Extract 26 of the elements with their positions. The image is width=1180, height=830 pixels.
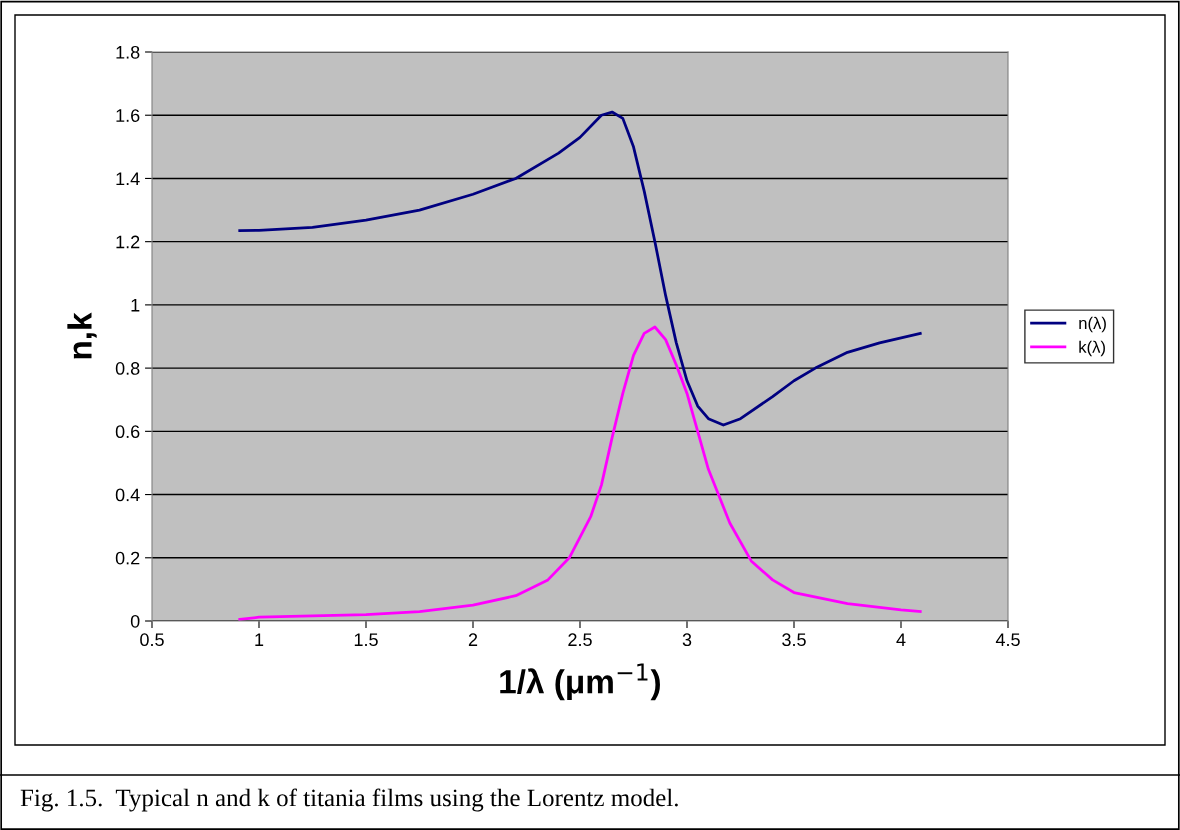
y-tick-label: 0.2 bbox=[115, 551, 140, 565]
y-tick-label: 1.6 bbox=[116, 109, 140, 122]
x-tick-label: 1.5 bbox=[354, 633, 378, 647]
y-tick-label: 0.8 bbox=[115, 362, 140, 375]
x-tick-label: 4 bbox=[896, 633, 906, 646]
y-tick-label: 1.8 bbox=[116, 45, 140, 59]
caption: Fig. 1.5. Typical n and k of titania films using the Lorentz model. bbox=[20, 788, 678, 812]
x-tick-label: 2.5 bbox=[568, 633, 592, 647]
y-tick-label: 1 bbox=[131, 299, 140, 312]
x-tick-label: 0.5 bbox=[140, 633, 164, 647]
legend-label: k(λ) bbox=[1079, 340, 1105, 357]
y-tick-label: 0.4 bbox=[115, 488, 140, 502]
line-series bbox=[238, 325, 922, 621]
y-tick-label: 0.6 bbox=[115, 425, 140, 439]
y-tick-label: 1.4 bbox=[116, 172, 140, 185]
y-tick-label: 0 bbox=[130, 614, 140, 628]
x-tick-label: 3 bbox=[682, 633, 692, 647]
x-tick-label: 1 bbox=[255, 633, 264, 646]
x-axis-title: 1/λ (μm$^{−1}$) bbox=[500, 663, 660, 701]
line-series bbox=[238, 110, 922, 427]
x-tick-label: 2 bbox=[468, 633, 478, 646]
legend-label: n(λ) bbox=[1079, 316, 1106, 333]
y-tick-label: 1.2 bbox=[116, 235, 140, 249]
x-tick-label: 3.5 bbox=[782, 633, 806, 647]
y-axis-title: n,k bbox=[67, 312, 97, 359]
x-tick-label: 4.5 bbox=[995, 633, 1020, 647]
